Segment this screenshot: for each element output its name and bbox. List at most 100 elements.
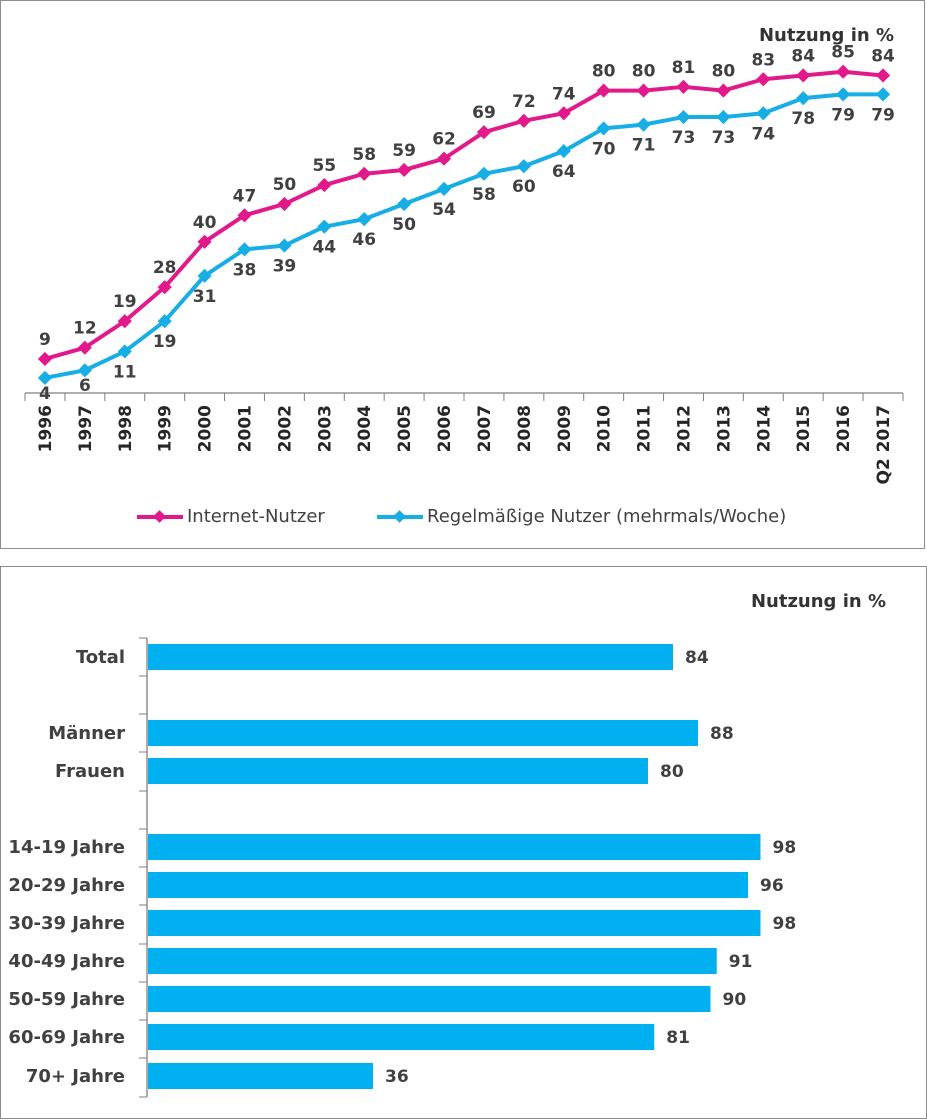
category-label: 30-39 Jahre [8,913,125,934]
data-point [397,162,412,178]
data-point [836,64,851,79]
bar-value-label: 81 [666,1028,690,1048]
data-point [756,72,771,87]
category-label: 20-29 Jahre [8,875,125,896]
data-label: 11 [113,362,137,382]
bar-value-label: 90 [723,990,747,1010]
category-label: Männer [48,723,125,744]
data-point [676,109,691,125]
data-label: 69 [472,103,496,123]
bar-value-label: 36 [385,1067,409,1087]
series-line-regular [44,92,884,380]
data-label: 4 [39,384,51,404]
data-point [37,351,53,367]
bar [148,910,761,936]
data-label: 28 [153,258,177,278]
data-point [357,166,372,181]
data-point [676,79,691,94]
data-point [476,166,492,181]
x-tick-label: 2006 [435,405,455,452]
data-point [836,87,851,102]
data-label: 84 [791,46,815,66]
data-label: 54 [432,200,456,220]
data-point [596,121,611,136]
data-point [277,196,292,212]
data-label: 78 [791,109,815,129]
data-point [157,314,172,329]
data-point [436,151,452,166]
data-label: 73 [712,128,736,148]
x-tick-label: 1996 [36,405,56,452]
data-label: 31 [193,287,217,307]
data-point [516,113,531,128]
data-label: 19 [153,332,177,352]
bar-value-label: 84 [685,648,709,668]
data-point [636,117,651,132]
data-label: 55 [312,156,336,176]
bar [148,644,673,670]
x-tick-label: 2004 [355,405,375,452]
data-label: 83 [751,50,775,70]
bar-value-label: 98 [773,838,797,858]
data-label: 19 [113,292,137,312]
data-label: 72 [512,92,536,112]
data-label: 80 [592,62,616,82]
legend-regular-label: Regelmäßige Nutzer (mehrmals/Woche) [427,506,787,527]
data-label: 50 [392,215,416,235]
x-tick-label: 1997 [76,405,96,452]
data-label: 58 [352,145,376,165]
bar-value-label: 96 [760,876,784,896]
legend-internet-label: Internet-Nutzer [187,506,325,527]
data-label: 44 [312,238,336,258]
bar-value-label: 80 [660,762,684,782]
x-tick-label: 2010 [595,405,615,452]
category-label: 70+ Jahre [26,1066,125,1087]
data-point [197,268,212,283]
category-label: 60-69 Jahre [8,1027,125,1048]
x-tick-label: 2011 [635,405,655,452]
x-tick-label: 2002 [275,405,295,452]
data-point [77,340,92,355]
data-label: 84 [871,46,895,66]
data-point [317,219,332,234]
x-tick-label: 2013 [714,405,734,452]
data-label: 47 [233,186,257,206]
data-point [357,212,372,227]
bar [148,1063,373,1089]
category-label: 50-59 Jahre [8,989,125,1010]
data-label: 40 [193,213,217,233]
legend-regular-marker [377,509,423,523]
line-chart-unit-label: Nutzung in % [758,25,894,46]
data-label: 46 [352,230,376,250]
bar [148,986,711,1012]
category-label: 40-49 Jahre [8,951,125,972]
data-point [157,280,172,295]
bar [148,834,761,860]
data-point [756,106,771,121]
data-point [197,234,212,249]
line-chart: 1996 1997 1998 1999 2000 2001 2002 2003 2004 2005… [24,43,904,485]
data-point [436,181,452,196]
bar-value-label: 98 [773,914,797,934]
data-point [117,344,132,359]
x-tick-label: 1998 [116,405,136,452]
data-point [516,159,531,174]
data-point [796,91,811,106]
data-label: 6 [79,376,91,396]
data-label: 85 [831,43,855,63]
bar [148,872,748,898]
series-line-internet [44,69,884,361]
legend-internet-marker [137,509,183,523]
category-label: Frauen [55,761,125,782]
data-point [77,363,92,378]
data-point [556,106,571,121]
x-tick-label: 2003 [315,405,335,452]
bar [148,948,717,974]
x-tick-label: 2009 [555,405,575,452]
line-chart-panel: Nutzung in % 1996 1997 1998 1999 2000 2001 200… [0,0,925,549]
data-point [875,68,891,83]
data-point [37,370,53,385]
data-label: 58 [472,185,496,205]
bar-chart-panel: Nutzung in % Total 84 Männer 88 Frauen 80 14-1… [0,566,927,1119]
x-tick-label: Q2 2017 [874,405,894,485]
